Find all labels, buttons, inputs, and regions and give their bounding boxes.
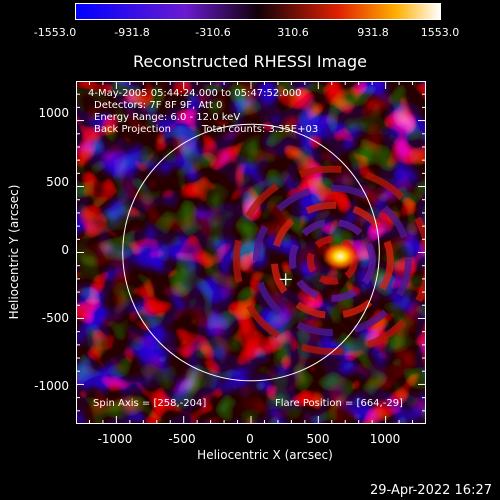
x-tick-label: -500 xyxy=(168,432,196,446)
spin-axis-marker xyxy=(279,273,292,286)
colorbar-tick: -931.8 xyxy=(114,26,150,39)
modulation-ring xyxy=(270,201,394,319)
y-tick-label: 500 xyxy=(46,175,69,189)
y-tick-label: 1000 xyxy=(38,106,69,120)
x-tick-label: 0 xyxy=(246,432,254,446)
annotation-flare-position: Flare Position = [664,-29] xyxy=(275,398,403,409)
heatmap-field xyxy=(76,81,426,424)
heatmap-image xyxy=(76,81,426,424)
colorbar xyxy=(75,3,441,20)
flare-source xyxy=(322,242,359,271)
modulation-ring xyxy=(288,218,376,302)
annotation-spin-axis: Spin Axis = [258,-204] xyxy=(93,398,207,409)
annotation-energy: Energy Range: 6.0 - 12.0 keV xyxy=(94,112,241,123)
colorbar-gradient xyxy=(76,4,440,19)
y-tick-label: -1000 xyxy=(34,379,69,393)
annotation-time-range: 4-May-2005 05:44:24.000 to 05:47:52.000 xyxy=(88,88,302,99)
solar-disk-circle xyxy=(122,123,380,382)
y-axis-label: Heliocentric Y (arcsec) xyxy=(7,184,21,320)
x-tick-label: -1000 xyxy=(97,432,133,446)
chart-title: Reconstructed RHESSI Image xyxy=(133,52,367,71)
plot-area: 4-May-2005 05:44:24.000 to 05:47:52.000 … xyxy=(76,81,426,424)
annotation-counts: Total counts: 3.35E+03 xyxy=(202,124,319,135)
colorbar-tick: 931.8 xyxy=(357,26,389,39)
x-tick-label: 500 xyxy=(306,432,330,446)
colorbar-tick: -1553.0 xyxy=(33,26,77,39)
y-tick-label: -500 xyxy=(41,311,69,325)
x-axis-label: Heliocentric X (arcsec) xyxy=(197,448,333,462)
annotation-detectors: Detectors: 7F 8F 9F, Att 0 xyxy=(94,100,223,111)
footer-timestamp: 29-Apr-2022 16:27 xyxy=(370,483,492,498)
x-tick-label: 1000 xyxy=(369,432,401,446)
y-tick-label: 0 xyxy=(61,243,69,257)
modulation-ring xyxy=(252,184,412,337)
colorbar-tick: -310.6 xyxy=(195,26,231,39)
colorbar-tick: 310.6 xyxy=(277,26,309,39)
colorbar-tick: 1553.0 xyxy=(420,26,460,39)
annotation-method: Back Projection xyxy=(94,124,171,135)
plot-frame xyxy=(76,81,426,424)
